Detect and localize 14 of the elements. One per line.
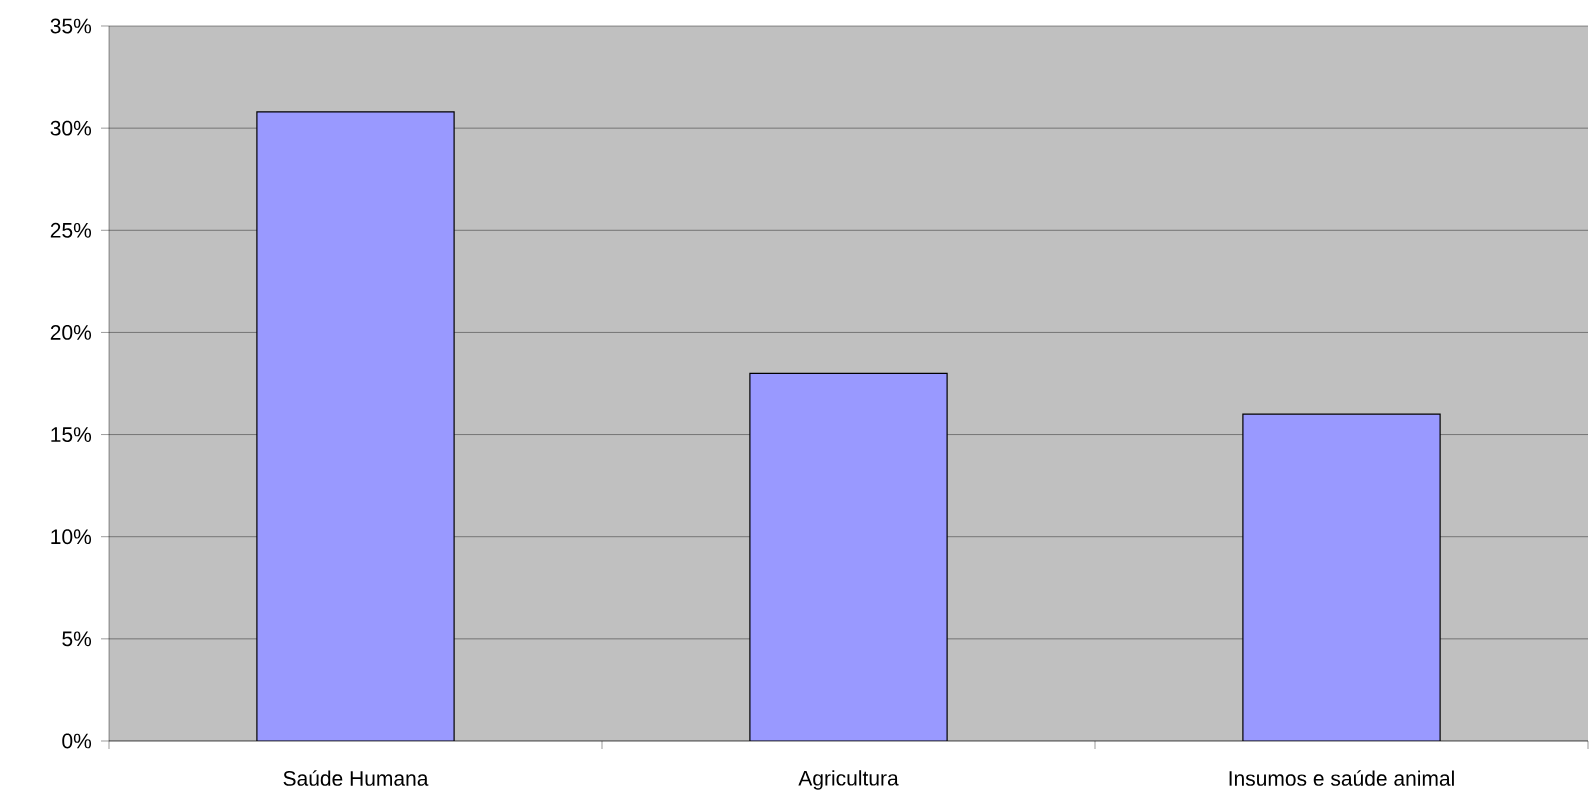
y-tick-label: 35% <box>50 18 92 34</box>
x-tick-label: Insumos e saúde animal <box>1229 770 1454 786</box>
x-tick-label: Saúde Humana <box>283 770 429 786</box>
bar <box>1242 413 1441 741</box>
y-tick-label: 10% <box>51 529 92 545</box>
y-tick-label: 0% <box>62 733 92 749</box>
y-tick-label: 25% <box>50 222 92 238</box>
y-tick-label: 30% <box>50 120 92 136</box>
y-tick-label: 15% <box>51 427 92 442</box>
bar <box>749 372 948 741</box>
x-tick-label: Agricultura <box>798 770 899 790</box>
y-tick-label: 20% <box>50 324 92 340</box>
bar <box>256 111 455 741</box>
y-tick-label: 5% <box>62 631 92 647</box>
